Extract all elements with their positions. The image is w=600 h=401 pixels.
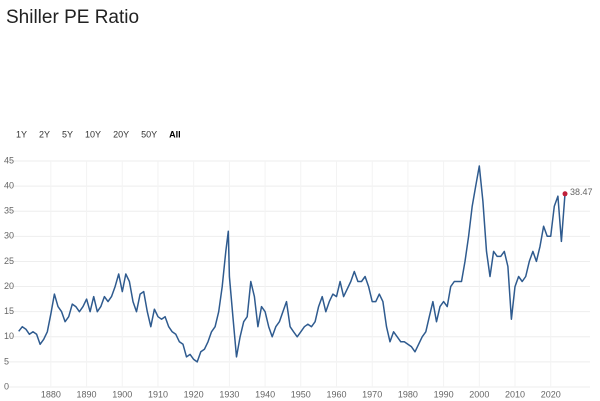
x-tick-label: 1920 — [184, 389, 204, 399]
x-tick-label: 1950 — [291, 389, 311, 399]
x-tick-label: 2020 — [541, 389, 561, 399]
y-tick-label: 20 — [4, 281, 14, 291]
x-tick-label: 1960 — [326, 389, 346, 399]
y-tick-label: 0 — [4, 381, 9, 391]
range-button[interactable]: 50Y — [141, 129, 157, 139]
x-tick-label: 1940 — [255, 389, 275, 399]
last-point — [562, 191, 568, 197]
range-button[interactable]: 5Y — [62, 129, 73, 139]
line — [18, 165, 566, 363]
y-tick-label: 35 — [4, 206, 14, 216]
range-button[interactable]: All — [169, 129, 181, 139]
y-tick-label: 25 — [4, 256, 14, 266]
x-tick-label: 1890 — [77, 389, 97, 399]
x-tick-label: 1930 — [219, 389, 239, 399]
x-tick-label: 1980 — [398, 389, 418, 399]
range-button[interactable]: 20Y — [113, 129, 129, 139]
x-tick-label: 1880 — [41, 389, 61, 399]
y-tick-label: 30 — [4, 231, 14, 241]
last-value-label: 38.47 — [570, 187, 593, 197]
x-tick-label: 1970 — [362, 389, 382, 399]
range-button[interactable]: 1Y — [16, 129, 27, 139]
x-tick-label: 1910 — [148, 389, 168, 399]
x-tick-label: 2000 — [469, 389, 489, 399]
x-tick-label: 1900 — [112, 389, 132, 399]
x-tick-label: 1990 — [434, 389, 454, 399]
x-tick-label: 2010 — [505, 389, 525, 399]
y-tick-label: 10 — [4, 331, 14, 341]
y-tick-label: 40 — [4, 180, 14, 190]
range-button[interactable]: 10Y — [85, 129, 101, 139]
y-tick-label: 5 — [4, 356, 9, 366]
y-tick-label: 45 — [4, 155, 14, 165]
range-button[interactable]: 2Y — [39, 129, 50, 139]
chart-title: Shiller PE Ratio — [6, 7, 139, 28]
y-tick-label: 15 — [4, 306, 14, 316]
